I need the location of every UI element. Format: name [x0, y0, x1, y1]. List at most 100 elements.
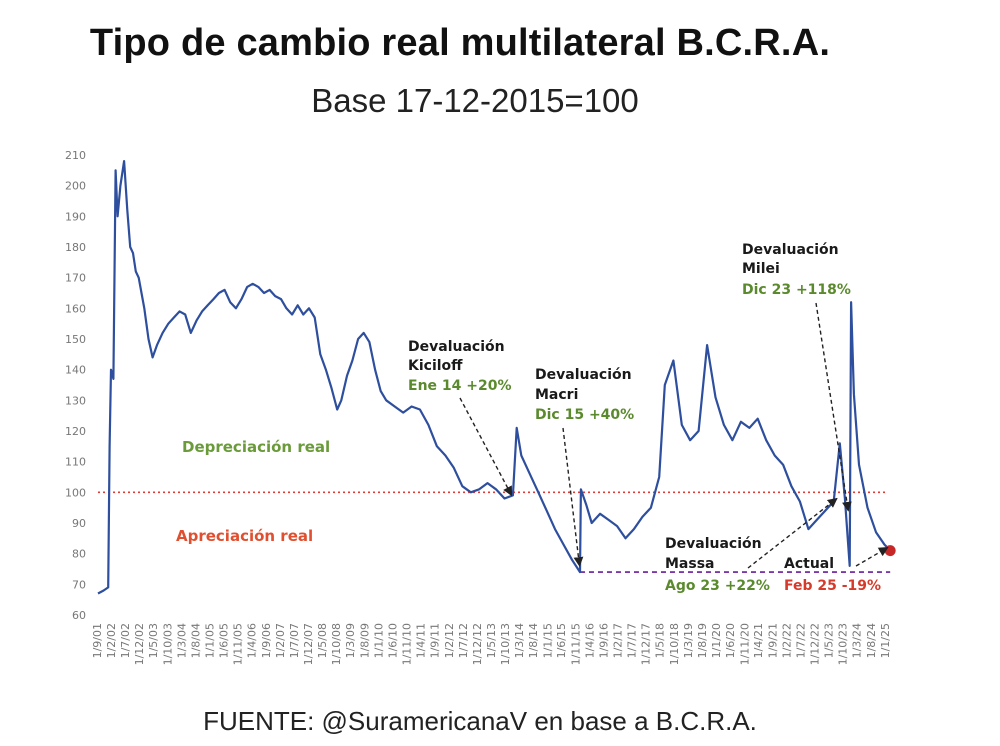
x-tick-label: 1/9/06	[260, 623, 273, 658]
current-value-marker	[884, 545, 896, 557]
x-tick-label: 1/10/13	[499, 623, 512, 665]
x-tick-label: 1/10/08	[330, 623, 343, 665]
annotation-milei-title: Devaluación	[742, 242, 839, 258]
axes: 60 70 80 90 100 110 120 130 140 150 160 170 180 190 20…	[65, 149, 892, 665]
x-tick-label: 1/8/14	[527, 623, 540, 658]
x-tick-label: 1/3/04	[175, 623, 188, 658]
x-tick-label: 1/12/02	[133, 623, 146, 665]
annotation-actual-title: Actual	[784, 556, 834, 572]
x-tick-label: 1/6/10	[386, 623, 399, 658]
x-tick-label: 1/4/11	[415, 623, 428, 658]
zone-label-apreciacion: Apreciación real	[176, 527, 313, 545]
x-tick-label: 1/2/22	[781, 623, 794, 658]
x-tick-label: 1/9/01	[91, 623, 104, 658]
x-tick-label: 1/8/09	[358, 623, 371, 658]
zone-label-depreciacion: Depreciación real	[182, 438, 330, 456]
annotation-milei-detail: Dic 23 +118%	[742, 282, 851, 298]
x-tick-label: 1/2/02	[105, 623, 118, 658]
y-tick-label: 100	[65, 486, 86, 499]
x-tick-label: 1/7/12	[457, 623, 470, 658]
x-tick-label: 1/5/08	[316, 623, 329, 658]
x-tick-label: 1/9/16	[598, 623, 611, 658]
arrow-milei	[815, 302, 852, 512]
chart-title: Tipo de cambio real multilateral B.C.R.A…	[89, 22, 831, 64]
x-tick-label: 1/1/05	[204, 623, 217, 658]
annotation-kiciloff-detail: Ene 14 +20%	[408, 378, 512, 394]
x-tick-label: 1/9/21	[766, 623, 779, 658]
annotation-milei-name: Milei	[742, 261, 780, 277]
x-tick-label: 1/2/12	[443, 623, 456, 658]
annotation-actual-detail: Feb 25 -19%	[784, 578, 881, 594]
x-tick-label: 1/10/23	[837, 623, 850, 665]
x-tick-label: 1/10/18	[668, 623, 681, 665]
arrow-massa	[747, 497, 838, 569]
y-tick-label: 90	[72, 517, 86, 530]
chart-source: FUENTE: @SuramericanaV en base a B.C.R.A…	[203, 706, 757, 736]
y-tick-label: 120	[65, 425, 86, 438]
x-tick-label: 1/1/20	[710, 623, 723, 658]
x-tick-label: 1/12/22	[809, 623, 822, 665]
x-tick-label: 1/7/17	[626, 623, 639, 658]
annotation-layer: Depreciación real Apreciación real Deval…	[176, 242, 881, 594]
x-tick-label: 1/6/05	[218, 623, 231, 658]
x-tick-label: 1/5/03	[147, 623, 160, 658]
arrow-actual	[855, 546, 889, 567]
x-tick-label: 1/9/11	[429, 623, 442, 658]
annotation-macri-name: Macri	[535, 387, 578, 403]
x-tick-label: 1/12/12	[471, 623, 484, 665]
x-tick-label: 1/3/14	[513, 623, 526, 658]
y-tick-label: 210	[65, 149, 86, 162]
x-tick-label: 1/1/15	[541, 623, 554, 658]
x-tick-label: 1/3/24	[851, 623, 864, 658]
x-tick-label: 1/7/22	[794, 623, 807, 658]
annotation-kiciloff-title: Devaluación	[408, 339, 505, 355]
reference-lines	[98, 491, 891, 573]
y-tick-label: 80	[72, 548, 86, 561]
x-tick-label: 1/1/25	[879, 623, 892, 658]
x-tick-label: 1/11/15	[569, 623, 582, 665]
arrow-kiciloff	[459, 397, 513, 497]
series-line	[97, 160, 891, 595]
y-tick-label: 180	[65, 241, 86, 254]
x-tick-label: 1/1/10	[372, 623, 385, 658]
x-tick-label: 1/8/19	[696, 623, 709, 658]
x-tick-label: 1/6/15	[555, 623, 568, 658]
y-tick-label: 190	[65, 210, 86, 223]
arrow-macri	[562, 427, 584, 567]
x-tick-label: 1/11/20	[738, 623, 751, 665]
x-tick-label: 1/11/05	[232, 623, 245, 665]
x-tick-label: 1/10/03	[161, 623, 174, 665]
x-tick-label: 1/4/06	[246, 623, 259, 658]
annotation-macri-detail: Dic 15 +40%	[535, 407, 634, 423]
x-tick-label: 1/4/21	[752, 623, 765, 658]
annotation-massa-detail: Ago 23 +22%	[665, 578, 770, 594]
annotation-macri-title: Devaluación	[535, 367, 632, 383]
x-tick-label: 1/8/04	[189, 623, 202, 658]
chart-subtitle: Base 17-12-2015=100	[311, 82, 639, 119]
x-tick-label: 1/3/09	[344, 623, 357, 658]
x-tick-label: 1/5/18	[654, 623, 667, 658]
x-tick-label: 1/5/23	[823, 623, 836, 658]
x-tick-label: 1/6/20	[724, 623, 737, 658]
x-tick-label: 1/4/16	[583, 623, 596, 658]
y-tick-label: 60	[72, 609, 86, 622]
x-tick-label: 1/3/19	[682, 623, 695, 658]
annotation-arrows	[459, 302, 889, 569]
x-tick-label: 1/11/10	[401, 623, 414, 665]
x-tick-label: 1/2/17	[612, 623, 625, 658]
x-tick-label: 1/7/07	[288, 623, 301, 658]
x-tick-label: 1/7/02	[119, 623, 132, 658]
y-tick-label: 170	[65, 272, 86, 285]
x-tick-label: 1/12/17	[640, 623, 653, 665]
y-tick-label: 130	[65, 394, 86, 407]
x-tick-label: 1/12/07	[302, 623, 315, 665]
annotation-kiciloff-name: Kiciloff	[408, 358, 463, 374]
x-tick-label: 1/2/07	[274, 623, 287, 658]
x-tick-label: 1/8/24	[865, 623, 878, 658]
y-tick-label: 70	[72, 578, 86, 591]
annotation-massa-name: Massa	[665, 556, 715, 572]
x-tick-label: 1/5/13	[485, 623, 498, 658]
y-tick-label: 140	[65, 364, 86, 377]
y-tick-label: 200	[65, 180, 86, 193]
